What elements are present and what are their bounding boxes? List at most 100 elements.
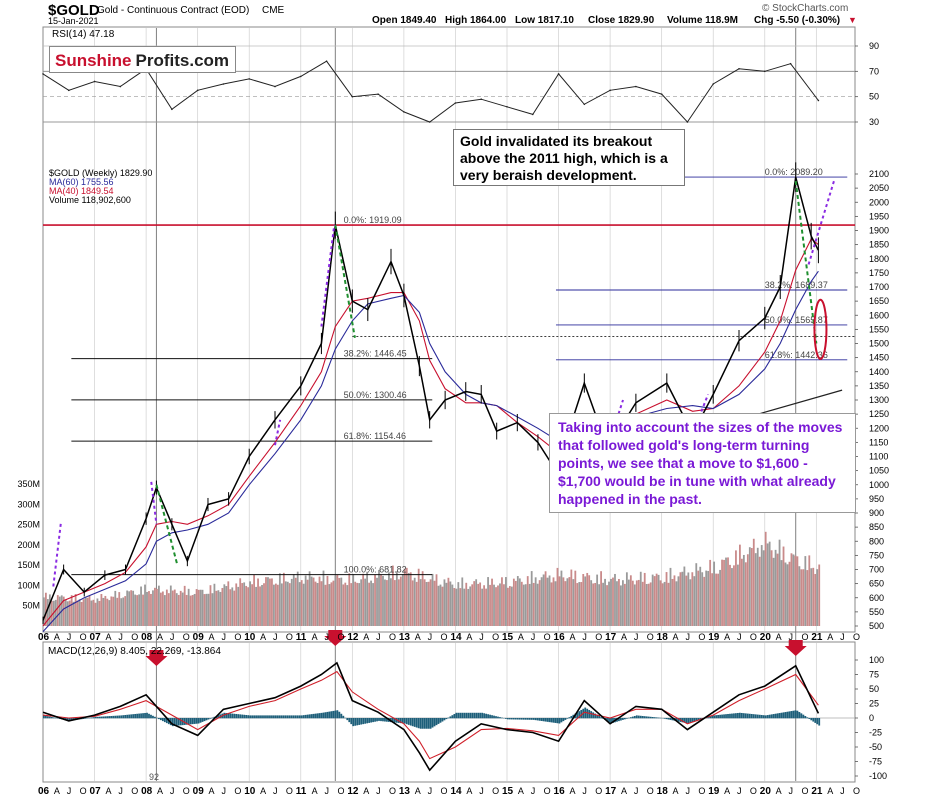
volume-bar — [756, 547, 759, 626]
macd-histogram-bar — [554, 718, 557, 723]
volume-bar — [259, 586, 261, 626]
volume-bar — [816, 569, 819, 626]
macd-histogram-bar — [657, 717, 660, 719]
price-tick-label: 1850 — [869, 240, 889, 250]
volume-bar — [88, 595, 91, 626]
volume-bar — [719, 569, 721, 626]
x-axis-label: A — [312, 786, 318, 796]
volume-bar — [257, 578, 259, 626]
volume-bar — [602, 582, 604, 626]
volume-bar — [116, 597, 119, 626]
macd-histogram-bar — [362, 718, 365, 725]
chart-date: 15-Jan-2021 — [48, 16, 99, 26]
volume-bar — [66, 601, 69, 626]
volume-bar — [740, 558, 743, 626]
legend-ma40: MA(40) 1849.54 — [49, 186, 114, 196]
x-axis-label: J — [479, 632, 484, 642]
macd-histogram-bar — [550, 718, 553, 723]
macd-histogram-bar — [659, 717, 662, 719]
macd-histogram-bar — [284, 715, 287, 719]
x-axis-label: 18 — [657, 786, 669, 797]
macd-histogram-bar — [610, 718, 612, 724]
volume-bar — [445, 582, 448, 626]
red-down-arrow-icon — [145, 650, 168, 666]
macd-histogram-bar — [445, 718, 448, 720]
x-axis-label: O — [750, 786, 757, 796]
macd-histogram-bar — [114, 715, 117, 719]
macd-histogram-bar — [399, 718, 402, 724]
volume-bar — [354, 581, 357, 626]
volume-bar — [431, 573, 434, 626]
volume-bar — [461, 577, 464, 626]
x-axis-label: 08 — [141, 786, 153, 797]
volume-bar — [100, 593, 103, 626]
macd-histogram-bar — [429, 718, 432, 729]
volume-bar — [623, 583, 626, 626]
macd-histogram-bar — [520, 718, 523, 720]
x-axis-label: J — [273, 632, 278, 642]
volume-bar — [348, 573, 351, 626]
x-axis-label: 17 — [605, 632, 617, 643]
x-axis-label: 16 — [554, 632, 566, 643]
volume-bar — [96, 598, 99, 626]
x-axis-label: A — [466, 786, 472, 796]
volume-bar — [300, 580, 303, 626]
volume-bar — [645, 584, 648, 626]
macd-histogram-bar — [261, 715, 263, 719]
volume-bar — [334, 575, 337, 626]
macd-histogram-bar — [134, 713, 137, 719]
macd-histogram-bar — [814, 718, 817, 723]
volume-bar — [302, 583, 305, 626]
volume-bar — [768, 541, 771, 626]
volume-bar — [647, 583, 650, 626]
macd-histogram-bar — [762, 715, 765, 719]
macd-histogram-bar — [251, 715, 254, 719]
macd-histogram-bar — [522, 718, 525, 720]
macd-histogram-bar — [356, 718, 359, 726]
volume-bar — [657, 574, 660, 626]
volume-bar — [715, 573, 718, 626]
volume-bar — [453, 588, 456, 626]
volume-bar — [608, 581, 610, 626]
volume-bar — [286, 581, 289, 626]
macd-histogram-bar — [92, 717, 95, 719]
macd-histogram-bar — [639, 715, 642, 719]
volume-bar — [471, 584, 474, 626]
volume-bar — [419, 579, 422, 626]
ohlc-open: Open 1849.40 — [372, 15, 437, 26]
x-axis-label: J — [789, 786, 794, 796]
macd-histogram-bar — [457, 712, 460, 719]
volume-bar — [568, 577, 571, 626]
price-tick-label: 750 — [869, 550, 884, 560]
macd-histogram-bar — [370, 718, 372, 723]
macd-histogram-bar — [497, 716, 499, 719]
volume-bar — [493, 584, 495, 626]
macd-histogram-bar — [205, 718, 208, 721]
macd-histogram-bar — [685, 718, 688, 724]
volume-bar — [189, 595, 192, 626]
macd-histogram-bar — [586, 708, 589, 719]
volume-bar — [316, 583, 319, 626]
price-tick-label: 1100 — [869, 452, 888, 462]
rsi-point — [789, 62, 792, 65]
macd-histogram-bar — [576, 712, 579, 719]
volume-bar — [239, 578, 242, 626]
volume-bar — [469, 586, 472, 626]
macd-histogram-bar — [776, 713, 779, 719]
volume-bar — [530, 571, 533, 626]
macd-histogram-bar — [334, 710, 337, 719]
volume-bar — [810, 568, 813, 626]
macd-histogram-bar — [203, 718, 206, 722]
volume-bar — [495, 587, 497, 626]
macd-histogram-bar — [142, 713, 144, 719]
volume-bar — [465, 582, 468, 626]
x-axis-label: 08 — [141, 632, 153, 643]
volume-bar — [255, 586, 257, 626]
x-axis-label: O — [389, 786, 396, 796]
volume-bar — [687, 572, 690, 626]
macd-histogram-bar — [193, 718, 196, 724]
x-axis-label: 14 — [450, 632, 462, 643]
macd-histogram-bar — [459, 712, 462, 719]
volume-bar — [673, 575, 676, 626]
macd-histogram-bar — [223, 712, 226, 719]
